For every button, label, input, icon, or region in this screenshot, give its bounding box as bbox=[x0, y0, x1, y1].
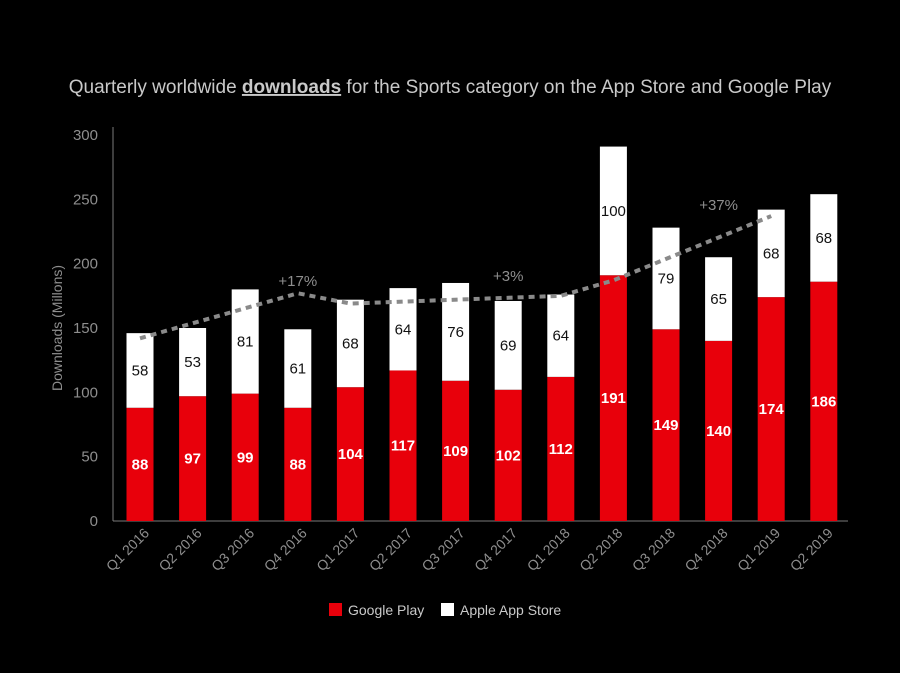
bar-apple-app-store[interactable] bbox=[757, 209, 785, 298]
bar-google-play[interactable] bbox=[179, 396, 207, 521]
trend-annotation: +17% bbox=[278, 273, 317, 290]
bar-google-play[interactable] bbox=[652, 329, 680, 521]
legend-label: Apple App Store bbox=[460, 602, 561, 618]
x-tick-label: Q2 2017 bbox=[366, 525, 415, 574]
data-label-google-play: 88 bbox=[289, 456, 306, 473]
trend: +17% +3% +37% bbox=[139, 197, 772, 341]
data-label-google-play: 112 bbox=[549, 441, 573, 458]
trend-line bbox=[139, 214, 772, 341]
data-label-google-play: 191 bbox=[601, 390, 626, 407]
bar-apple-app-store[interactable] bbox=[126, 333, 154, 408]
bar-apple-app-store[interactable] bbox=[652, 227, 680, 330]
x-tick-label: Q4 2016 bbox=[261, 525, 310, 574]
bar-google-play[interactable] bbox=[757, 297, 785, 521]
data-label-apple-app-store: 64 bbox=[552, 328, 569, 345]
y-tick-label: 50 bbox=[81, 449, 98, 466]
data-label-apple-app-store: 68 bbox=[342, 335, 359, 352]
bar-apple-app-store[interactable] bbox=[547, 294, 575, 377]
x-tick-label: Q3 2016 bbox=[208, 525, 257, 574]
data-label-google-play: 88 bbox=[132, 456, 149, 473]
data-label-apple-app-store: 65 bbox=[710, 291, 727, 308]
data-label-google-play: 97 bbox=[184, 451, 201, 468]
bar-google-play[interactable] bbox=[284, 407, 312, 521]
bar-apple-app-store[interactable] bbox=[179, 328, 207, 397]
x-tick-label: Q3 2017 bbox=[418, 525, 467, 574]
data-label-google-play: 99 bbox=[237, 449, 254, 466]
bar-google-play[interactable] bbox=[494, 389, 522, 521]
bar-google-play[interactable] bbox=[547, 376, 575, 521]
trend-annotation: +3% bbox=[493, 268, 523, 285]
data-label-google-play: 109 bbox=[443, 443, 468, 460]
legend-swatch bbox=[329, 603, 342, 616]
bar-google-play[interactable] bbox=[231, 393, 259, 521]
legend-label: Google Play bbox=[348, 602, 424, 618]
data-label-apple-app-store: 69 bbox=[500, 337, 517, 354]
bar-apple-app-store[interactable] bbox=[599, 146, 627, 276]
data-label-apple-app-store: 81 bbox=[237, 334, 254, 351]
data-label-google-play: 140 bbox=[706, 423, 731, 440]
x-tick-label: Q2 2018 bbox=[576, 525, 625, 574]
data-label-google-play: 102 bbox=[496, 447, 521, 464]
chart-title: Quarterly worldwide downloads for the Sp… bbox=[69, 77, 832, 98]
data-label-google-play: 117 bbox=[391, 438, 415, 455]
data-label-apple-app-store: 76 bbox=[447, 324, 464, 341]
bar-google-play[interactable] bbox=[389, 370, 417, 521]
bars: 88 58 97 53 99 81 88 61 104 68 117 64 109 76 102 69 112 6… bbox=[126, 146, 838, 521]
bar-apple-app-store[interactable] bbox=[810, 194, 838, 282]
x-tick-label: Q1 2019 bbox=[734, 525, 783, 574]
x-tick-label: Q2 2016 bbox=[155, 525, 204, 574]
bar-google-play[interactable] bbox=[442, 380, 470, 521]
bar-google-play[interactable] bbox=[336, 387, 364, 521]
y-tick-label: 250 bbox=[73, 191, 98, 208]
bar-apple-app-store[interactable] bbox=[705, 257, 733, 341]
y-tick-label: 150 bbox=[73, 320, 98, 337]
x-tick-label: Q1 2018 bbox=[524, 525, 573, 574]
x-tick-label: Q3 2018 bbox=[629, 525, 678, 574]
data-label-google-play: 104 bbox=[338, 446, 364, 463]
data-label-apple-app-store: 100 bbox=[601, 203, 626, 220]
data-label-apple-app-store: 64 bbox=[395, 321, 412, 338]
data-label-apple-app-store: 53 bbox=[184, 354, 201, 371]
bar-google-play[interactable] bbox=[810, 281, 838, 521]
data-label-apple-app-store: 79 bbox=[658, 270, 675, 287]
bar-apple-app-store[interactable] bbox=[336, 299, 364, 388]
data-label-apple-app-store: 61 bbox=[289, 361, 306, 378]
bar-google-play[interactable] bbox=[126, 407, 154, 521]
data-label-google-play: 186 bbox=[811, 393, 836, 410]
x-tick-label: Q1 2017 bbox=[313, 525, 362, 574]
data-label-apple-app-store: 68 bbox=[815, 230, 832, 247]
trend-annotation: +37% bbox=[699, 197, 738, 214]
y-tick-label: 300 bbox=[73, 127, 98, 144]
y-axis-label: Downloads (Millons) bbox=[49, 265, 65, 391]
bar-google-play[interactable] bbox=[599, 275, 627, 521]
legend-swatch bbox=[441, 603, 454, 616]
y-tick-label: 200 bbox=[73, 256, 98, 273]
data-label-google-play: 174 bbox=[759, 401, 785, 418]
x-tick-label: Q4 2018 bbox=[681, 525, 730, 574]
data-label-apple-app-store: 68 bbox=[763, 245, 780, 262]
x-tick-label: Q4 2017 bbox=[471, 525, 520, 574]
y-tick-label: 100 bbox=[73, 384, 98, 401]
y-tick-label: 0 bbox=[90, 513, 98, 530]
bar-apple-app-store[interactable] bbox=[284, 329, 312, 408]
x-tick-label: Q2 2019 bbox=[787, 525, 836, 574]
bar-apple-app-store[interactable] bbox=[494, 300, 522, 390]
bar-apple-app-store[interactable] bbox=[231, 289, 259, 394]
x-tick-label: Q1 2016 bbox=[103, 525, 152, 574]
data-label-apple-app-store: 58 bbox=[132, 362, 149, 379]
legend: Google Play Apple App Store bbox=[329, 602, 561, 618]
data-label-google-play: 149 bbox=[653, 417, 678, 434]
bar-google-play[interactable] bbox=[705, 340, 733, 521]
